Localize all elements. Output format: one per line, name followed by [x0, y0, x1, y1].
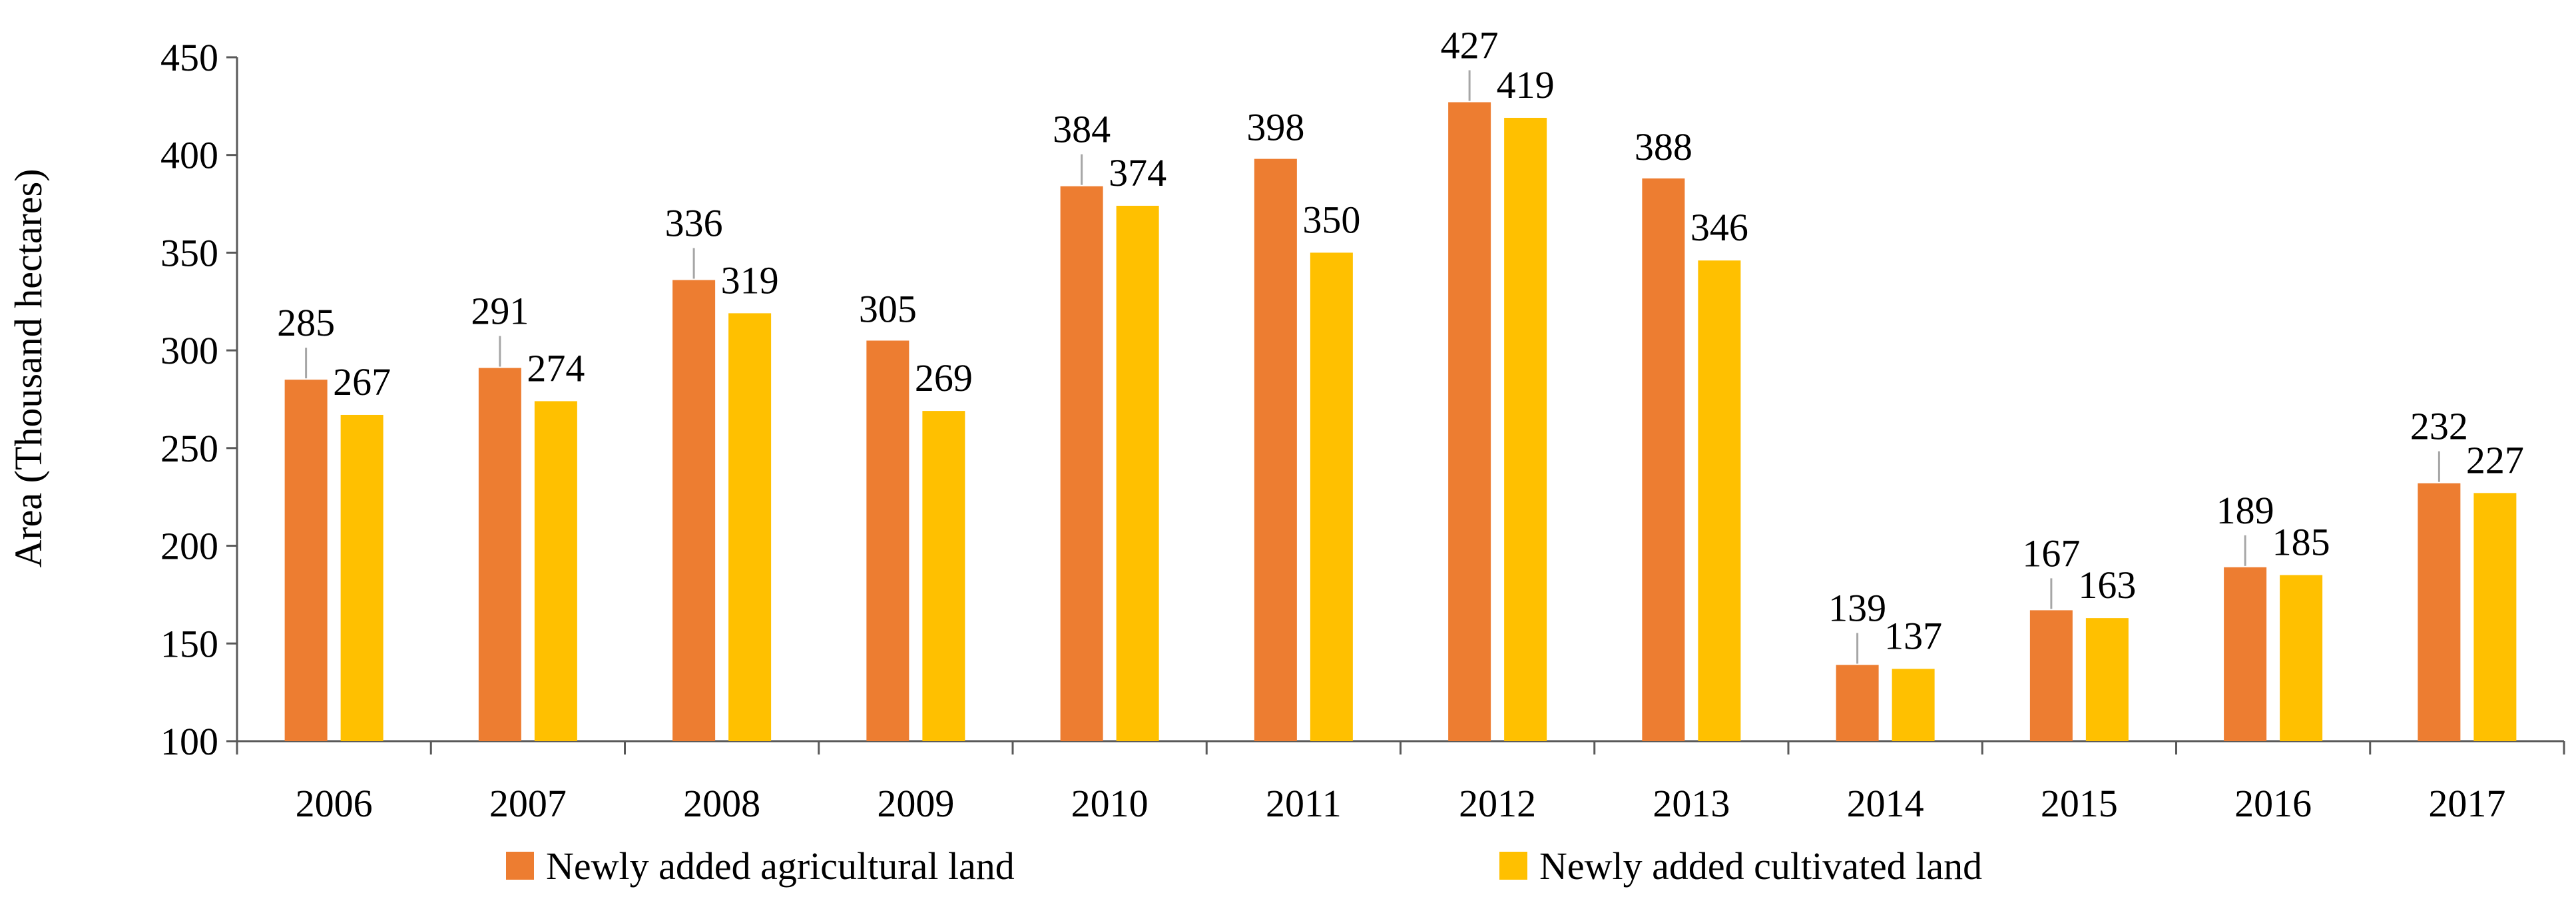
bar-2017-cultivated: [2473, 493, 2517, 741]
x-tick-label: 2013: [1653, 782, 1730, 825]
y-tick-label: 150: [160, 622, 218, 665]
y-tick-label: 100: [160, 720, 218, 763]
data-label-2013-agricultural: 388: [1635, 125, 1692, 168]
data-label-2009-cultivated: 269: [915, 356, 973, 400]
legend-swatch-1: [506, 852, 534, 880]
bar-2016-cultivated: [2280, 575, 2323, 741]
bar-2009-cultivated: [922, 411, 965, 741]
legend: Newly added agricultural land Newly added…: [506, 844, 1982, 888]
data-label-2012-cultivated: 419: [1497, 63, 1555, 107]
y-tick-label: 450: [160, 36, 218, 79]
x-tick-label: 2007: [489, 782, 567, 825]
bar-2013-agricultural: [1642, 178, 1685, 741]
x-tick-label: 2011: [1266, 782, 1342, 825]
x-tick-label: 2006: [296, 782, 373, 825]
x-tick-label: 2014: [1847, 782, 1924, 825]
data-label-2009-agricultural: 305: [859, 287, 917, 330]
data-label-2014-agricultural: 139: [1828, 587, 1886, 630]
data-label-2016-agricultural: 189: [2216, 489, 2274, 532]
legend-label-2: Newly added cultivated land: [1539, 844, 1982, 888]
bar-2008-cultivated: [728, 313, 772, 741]
bar-2007-cultivated: [534, 401, 577, 741]
bar-2008-agricultural: [672, 280, 716, 742]
x-axis: 2006 2007 2008 2009 2010 2011 2012 2013 2014 2015…: [236, 740, 2565, 825]
data-label-2013-cultivated: 346: [1690, 206, 1748, 249]
bars-group: [284, 102, 2517, 742]
data-label-2007-cultivated: 274: [527, 346, 585, 390]
x-tick-label: 2008: [683, 782, 760, 825]
data-label-2017-cultivated: 227: [2466, 438, 2524, 481]
bar-2010-cultivated: [1116, 206, 1159, 741]
y-tick-label: 350: [160, 231, 218, 274]
legend-label-1: Newly added agricultural land: [546, 844, 1015, 888]
data-label-2006-cultivated: 267: [333, 360, 391, 404]
bar-2017-agricultural: [2418, 483, 2461, 741]
bar-2007-agricultural: [478, 368, 521, 741]
data-label-2015-agricultural: 167: [2022, 531, 2080, 575]
bar-2011-cultivated: [1310, 252, 1353, 741]
x-tick-label: 2009: [877, 782, 954, 825]
data-label-2008-agricultural: 336: [665, 202, 723, 245]
y-tick-label: 300: [160, 329, 218, 372]
data-label-2010-agricultural: 384: [1053, 108, 1111, 151]
data-label-2016-cultivated: 185: [2272, 521, 2330, 564]
bar-2015-cultivated: [2085, 618, 2129, 741]
y-tick-label: 250: [160, 427, 218, 470]
x-tick-label: 2016: [2234, 782, 2312, 825]
bar-2010-agricultural: [1060, 186, 1103, 742]
data-label-2014-cultivated: 137: [1884, 614, 1942, 657]
x-tick-label: 2017: [2428, 782, 2505, 825]
data-label-2010-cultivated: 374: [1109, 151, 1166, 194]
bar-2012-cultivated: [1504, 117, 1547, 741]
y-axis-title: Area (Thousand hectares): [7, 168, 50, 567]
data-label-2006-agricultural: 285: [277, 301, 335, 344]
bar-2011-agricultural: [1254, 158, 1297, 741]
legend-swatch-2: [1499, 852, 1527, 880]
data-label-2011-cultivated: 350: [1302, 198, 1360, 241]
data-label-2015-cultivated: 163: [2078, 563, 2136, 607]
x-tick-label: 2010: [1071, 782, 1149, 825]
y-tick-label: 200: [160, 525, 218, 568]
y-axis: 100 150 200 250 300 350 400 450: [160, 36, 238, 763]
bar-2014-cultivated: [1892, 669, 1935, 741]
bar-2013-cultivated: [1698, 260, 1741, 741]
leader-lines-group: [305, 70, 2440, 664]
bar-2016-agricultural: [2224, 567, 2267, 741]
bar-2009-agricultural: [866, 340, 909, 741]
y-tick-label: 400: [160, 134, 218, 177]
bar-2012-agricultural: [1448, 102, 1491, 741]
data-label-2017-agricultural: 232: [2410, 405, 2468, 448]
data-label-2011-agricultural: 398: [1246, 106, 1304, 149]
data-label-2012-agricultural: 427: [1441, 23, 1499, 67]
bar-2015-agricultural: [2029, 610, 2073, 741]
bar-2014-agricultural: [1836, 665, 1879, 741]
bar-2006-cultivated: [340, 414, 384, 741]
data-label-2008-cultivated: 319: [721, 258, 779, 302]
bar-2006-agricultural: [284, 380, 328, 741]
data-label-2007-agricultural: 291: [471, 290, 529, 333]
x-tick-label: 2012: [1459, 782, 1536, 825]
x-tick-label: 2015: [2041, 782, 2118, 825]
